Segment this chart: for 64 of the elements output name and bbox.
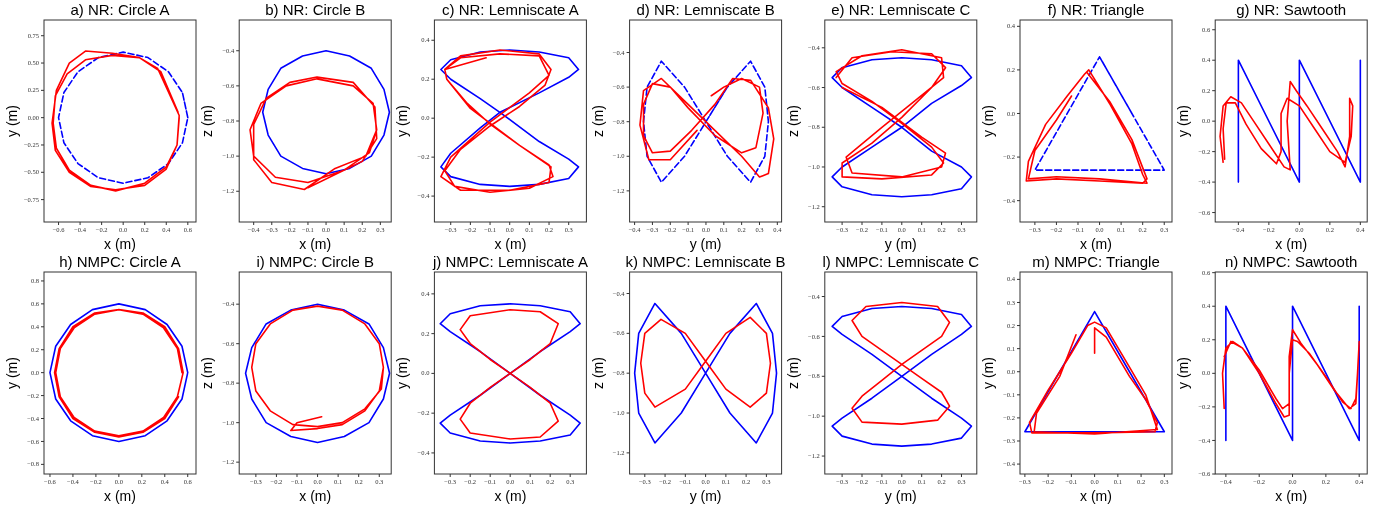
y-axis-title: z (m) [589,357,606,389]
line-series [440,49,580,188]
y-axis-title: z (m) [589,105,606,137]
line-series [261,49,391,175]
chart-title: m) NMPC: Triangle [1032,253,1160,270]
chart-title: g) NR: Sawtooth [1236,1,1347,18]
line-series [250,305,385,432]
line-series [244,303,391,444]
y-axis-title: z (m) [199,357,216,389]
y-axis-title: y (m) [980,357,996,389]
chart-title: e) NR: Lemniscate C [831,1,971,18]
y-axis-title: z (m) [784,105,801,137]
x-axis-title: y (m) [689,236,722,252]
line-series [1221,328,1360,418]
line-series [639,77,775,178]
x-axis-title: x (m) [1080,236,1112,252]
y-axis-title: y (m) [1175,105,1192,137]
line-series [439,303,581,444]
line-series [440,49,554,193]
x-axis-title: x (m) [1275,488,1308,504]
chart-title: n) NMPC: Sawtooth [1224,253,1358,270]
chart-title: k) NMPC: Lemniscate B [625,253,786,270]
chart-title: i) NMPC: Circle B [256,253,374,270]
line-series [642,60,770,184]
x-axis-title: x (m) [104,488,136,504]
x-axis-title: y (m) [689,488,722,504]
x-axis-title: y (m) [884,236,917,252]
line-series [831,305,973,447]
y-axis-title: z (m) [199,105,216,137]
line-series [51,50,180,192]
chart-title: d) NR: Lemniscate B [636,1,775,18]
x-axis-title: x (m) [1080,488,1112,504]
line-series [57,51,189,185]
y-axis-title: y (m) [4,357,20,389]
y-axis-title: z (m) [784,357,801,389]
y-axis-title: y (m) [394,357,411,389]
y-axis-title: y (m) [4,105,20,137]
x-axis-title: x (m) [1275,236,1308,252]
x-axis-title: x (m) [299,236,332,252]
line-series [1219,80,1354,171]
chart-title: f) NR: Triangle [1047,1,1145,18]
line-series [249,76,378,191]
y-axis-title: y (m) [980,105,996,137]
line-series [639,316,772,408]
line-series [851,301,951,425]
x-axis-title: y (m) [884,488,917,504]
line-series [633,302,778,444]
y-axis-title: y (m) [1175,357,1192,389]
line-series [831,56,973,198]
line-series [1028,321,1159,435]
line-series [1025,69,1148,185]
x-axis-title: x (m) [299,488,332,504]
x-axis-title: x (m) [104,236,136,252]
y-axis-title: y (m) [394,105,411,137]
chart-title: j) NMPC: Lemniscate A [431,253,588,270]
line-series [459,308,559,440]
chart-title: b) NR: Circle B [265,1,366,18]
x-axis-title: x (m) [494,236,527,252]
x-axis-title: x (m) [494,488,527,504]
chart-title: c) NR: Lemniscate A [442,1,579,18]
chart-title: a) NR: Circle A [70,1,170,18]
line-series [835,48,947,180]
chart-title: l) NMPC: Lemniscate C [822,253,980,270]
chart-title: h) NMPC: Circle A [59,253,181,270]
